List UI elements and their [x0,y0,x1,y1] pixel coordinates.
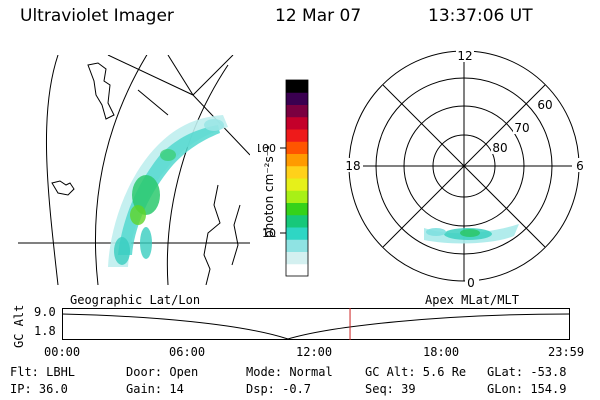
xtick-1200: 12:00 [296,345,333,359]
time-label: 13:37:06 UT [428,6,533,26]
coastline [203,184,221,285]
colorbar-segment [286,214,308,228]
mlt-label-18: 18 [345,159,360,173]
status-glon: GLon: 154.9 [487,382,567,396]
colorbar-segment [286,251,308,265]
colorbar: 100 10 [258,79,309,277]
colorbar-segment [286,263,308,277]
colorbar-segment [286,239,308,252]
status-seq: Seq: 39 [365,382,416,396]
status-mode: Mode: Normal [246,365,333,379]
xtick-2359: 23:59 [548,345,585,359]
coastline [51,180,75,196]
mlt-label-0: 0 [467,276,475,288]
date-label: 12 Mar 07 [275,6,362,26]
colorbar-segment [286,202,308,216]
map-grid-line [137,89,169,116]
xtick-1800: 18:00 [423,345,460,359]
instrument-title: Ultraviolet Imager [20,6,174,26]
coastline [87,62,115,120]
coastline [231,204,241,266]
status-ip: IP: 36.0 [10,382,68,396]
xtick-0000: 00:00 [44,345,81,359]
ytick-1_8: 1.8 [34,324,56,338]
colorbar-segment [286,129,308,142]
colorbar-segment [286,153,308,167]
colorbar-segment [286,190,308,203]
colorbar-segment [286,141,308,154]
map-grid-arc [166,64,229,285]
polar-spoke [382,84,546,248]
map-grid-arc [94,55,148,285]
geographic-map [18,55,250,285]
mlt-label-12: 12 [457,49,472,63]
status-gcalt: GC Alt: 5.6 Re [365,365,467,379]
colorbar-tick-label-10: 10 [262,227,276,240]
mlat-label-60: 60 [537,98,552,112]
orbit-timeline [62,308,570,340]
status-glat: GLat: -53.8 [487,365,567,379]
status-door: Door: Open [126,365,199,379]
mlat-label-70: 70 [514,121,529,135]
map-grid-line [167,55,194,96]
colorbar-gradient [286,80,308,277]
geographic-label: Geographic Lat/Lon [70,293,201,307]
apex-label: Apex MLat/MLT [425,293,519,307]
map-grid-arc [45,55,59,285]
colorbar-axis-label: photon cm⁻²s⁻¹ [262,145,276,238]
colorbar-segment [286,80,308,93]
colorbar-segment [286,165,308,179]
status-filter: Flt: LBHL [10,365,76,379]
timeline-frame [62,308,570,340]
colorbar-segment [286,227,308,240]
colorbar-tick-label-100: 100 [258,142,276,155]
polar-aurora [424,224,519,244]
aurora-emission [108,115,228,267]
map-grid-line [192,55,234,96]
status-dsp: Dsp: -0.7 [246,382,312,396]
mlat-label-80: 80 [492,141,507,155]
colorbar-segment [286,104,308,118]
gcalt-axis-label: GC Alt [12,304,26,348]
map-grid-line [107,55,194,96]
xtick-0600: 06:00 [169,345,206,359]
colorbar-segment [286,116,308,130]
mlt-label-6: 6 [576,159,584,173]
gcalt-curve [62,313,570,340]
ytick-9: 9.0 [34,305,56,319]
polar-plot: 12 18 6 0 60 70 80 [343,48,586,288]
colorbar-segment [286,92,308,105]
status-gain: Gain: 14 [126,382,184,396]
colorbar-segment [286,178,308,191]
